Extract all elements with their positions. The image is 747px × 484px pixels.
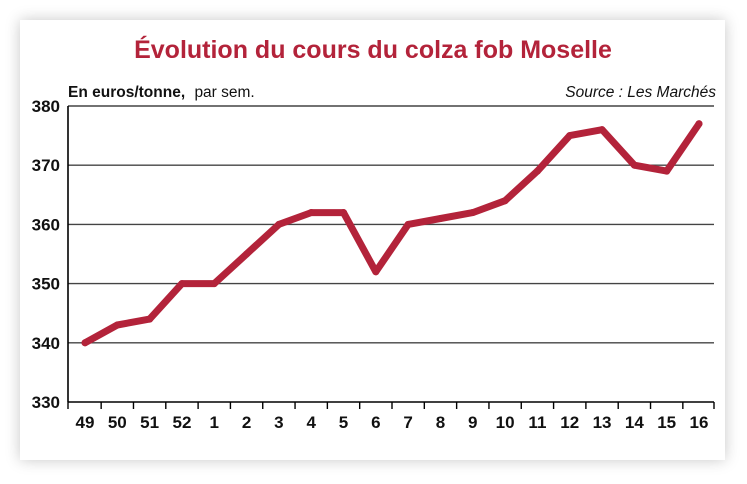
data-point-14 bbox=[630, 161, 638, 169]
x-tick-50: 50 bbox=[108, 413, 127, 432]
x-tick-1: 1 bbox=[210, 413, 219, 432]
data-point-8 bbox=[436, 214, 444, 222]
x-tick-4: 4 bbox=[306, 413, 316, 432]
x-tick-10: 10 bbox=[496, 413, 515, 432]
y-tick-360: 360 bbox=[32, 215, 60, 234]
y-tick-340: 340 bbox=[32, 334, 60, 353]
data-point-2 bbox=[243, 250, 251, 258]
x-tick-labels: 49 50 51 52 1 2 3 4 5 6 7 8 9 10 11 12 13 14 15 16 bbox=[76, 413, 709, 432]
data-point-11 bbox=[533, 167, 541, 175]
x-tick-3: 3 bbox=[274, 413, 283, 432]
grid-lines bbox=[68, 105, 714, 344]
x-tick-13: 13 bbox=[593, 413, 612, 432]
data-point-3 bbox=[275, 220, 283, 228]
x-tick-7: 7 bbox=[403, 413, 412, 432]
y-tick-380: 380 bbox=[32, 97, 60, 116]
unit-label-bold: En euros/tonne, bbox=[68, 84, 185, 101]
data-point-12 bbox=[566, 132, 574, 140]
x-tick-15: 15 bbox=[657, 413, 676, 432]
y-tick-370: 370 bbox=[32, 156, 60, 175]
x-tick-6: 6 bbox=[371, 413, 380, 432]
data-point-5 bbox=[340, 209, 348, 217]
x-tick-8: 8 bbox=[436, 413, 445, 432]
data-point-13 bbox=[598, 126, 606, 134]
data-point-9 bbox=[469, 209, 477, 217]
x-tick-9: 9 bbox=[468, 413, 477, 432]
data-point-52 bbox=[178, 280, 186, 288]
unit-label: En euros/tonne, par sem. bbox=[68, 84, 255, 101]
x-tick-51: 51 bbox=[140, 413, 159, 432]
data-point-4 bbox=[307, 209, 315, 217]
data-point-7 bbox=[404, 220, 412, 228]
y-tick-labels: 330 340 350 360 370 380 bbox=[32, 97, 60, 412]
unit-label-normal: par sem. bbox=[194, 84, 254, 101]
x-tick-11: 11 bbox=[528, 413, 546, 432]
axes bbox=[67, 106, 715, 409]
x-tick-5: 5 bbox=[339, 413, 348, 432]
x-tick-49: 49 bbox=[76, 413, 95, 432]
data-point-50 bbox=[113, 321, 121, 329]
x-tick-14: 14 bbox=[625, 413, 644, 432]
data-point-6 bbox=[372, 268, 380, 276]
chart-title: Évolution du cours du colza fob Moselle bbox=[134, 35, 612, 64]
data-point-49 bbox=[81, 339, 89, 347]
x-tick-16: 16 bbox=[690, 413, 709, 432]
data-point-16 bbox=[695, 120, 703, 128]
x-tick-2: 2 bbox=[242, 413, 251, 432]
x-tick-12: 12 bbox=[560, 413, 579, 432]
data-point-15 bbox=[663, 167, 671, 175]
data-point-10 bbox=[501, 197, 509, 205]
data-point-1 bbox=[210, 280, 218, 288]
data-point-51 bbox=[146, 315, 154, 323]
y-tick-350: 350 bbox=[32, 275, 60, 294]
x-tick-52: 52 bbox=[172, 413, 191, 432]
series-layer bbox=[81, 120, 703, 347]
chart-card bbox=[20, 20, 725, 460]
source-label: Source : Les Marchés bbox=[565, 84, 716, 101]
series-line-0 bbox=[81, 120, 703, 347]
y-tick-330: 330 bbox=[32, 393, 60, 412]
